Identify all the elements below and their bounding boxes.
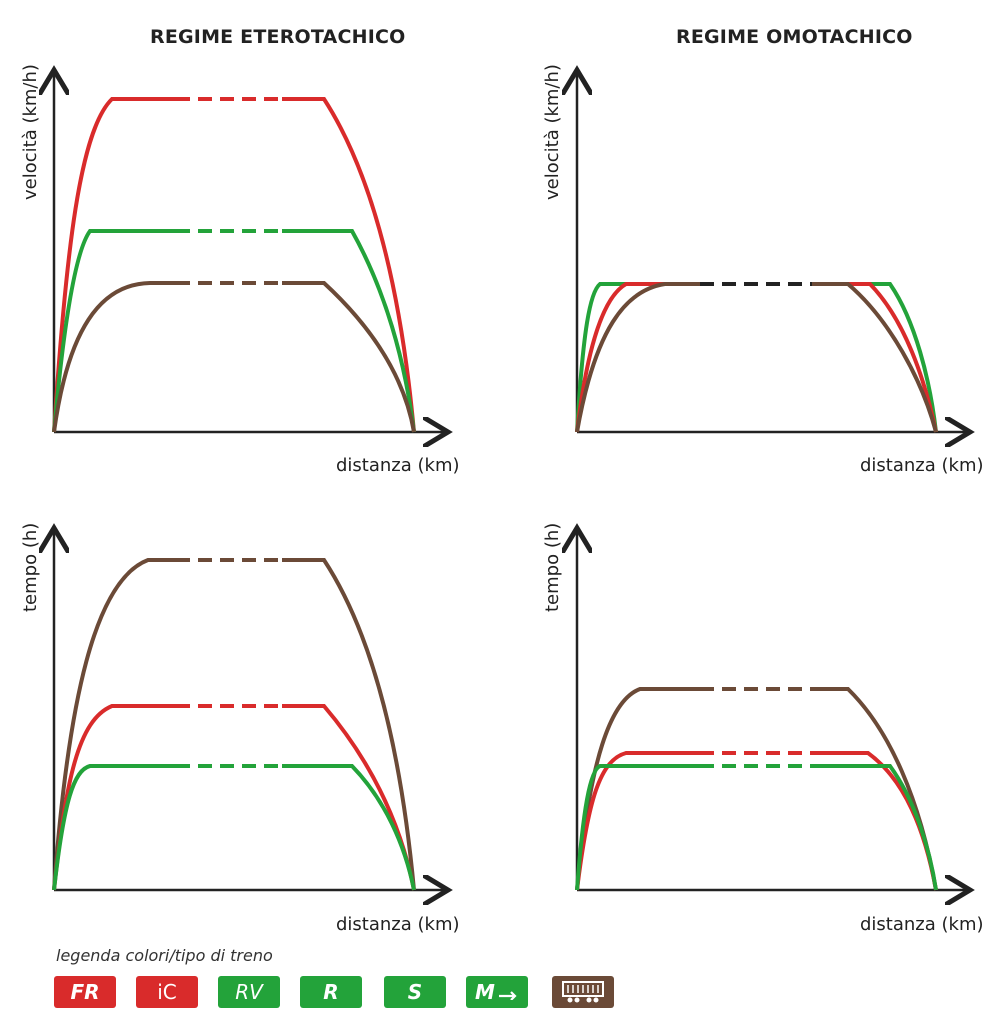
y-axis-label: tempo (h) [542,522,563,612]
panel-top-left [54,70,448,432]
legend-badge-s: S [384,976,446,1008]
legend-label: iC [157,980,177,1004]
title-eterotachico: REGIME ETEROTACHICO [150,26,406,48]
legend-label: R [323,980,339,1004]
metro-icon [498,991,517,1000]
legend-badge-freight [552,976,614,1008]
panel-bottom-left [54,528,448,890]
x-axis-label: distanza (km) [860,914,984,935]
legend-title: legenda colori/tipo di treno [56,946,273,965]
curve-green [575,764,938,891]
legend-label: FR [70,980,100,1004]
curve-red [52,97,416,433]
panel-top-right [577,70,970,432]
freight-wagon-icon [562,981,604,1003]
title-omotachico: REGIME OMOTACHICO [676,26,913,48]
curve-red [575,282,938,433]
curve-red [575,751,938,891]
panel-bottom-right [577,528,970,890]
curve-green [52,764,416,891]
curve-brown [52,281,416,433]
y-axis-label: velocità (km/h) [542,64,563,200]
legend-label: RV [235,980,263,1004]
x-axis-label: distanza (km) [336,914,460,935]
curve-green [52,229,416,433]
legend-badge-rv: RV [218,976,280,1008]
x-axis-label: distanza (km) [336,455,460,476]
legend-badge-fr: FR [54,976,116,1008]
curve-brown [52,558,416,891]
curve-brown [575,282,938,433]
legend-badge-m: M [466,976,528,1008]
curve-green [575,282,938,433]
legend-badge-ic: iC [136,976,198,1008]
legend-label: M [475,980,495,1004]
x-axis-label: distanza (km) [860,455,984,476]
legend-label: S [407,980,423,1004]
y-axis-label: velocità (km/h) [20,64,41,200]
y-axis-label: tempo (h) [20,522,41,612]
curve-brown [575,687,938,891]
legend-badge-r: R [300,976,362,1008]
curve-red [52,704,416,891]
